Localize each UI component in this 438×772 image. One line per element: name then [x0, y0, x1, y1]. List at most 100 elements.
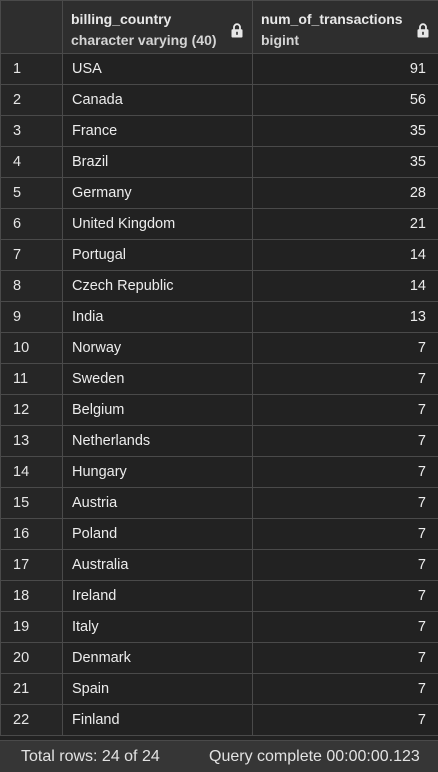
num-of-transactions-cell[interactable]: 7 [253, 457, 438, 488]
billing-country-cell[interactable]: USA [63, 54, 253, 85]
row-number-cell[interactable]: 8 [1, 271, 63, 302]
billing-country-cell[interactable]: Denmark [63, 643, 253, 674]
row-number-cell[interactable]: 21 [1, 674, 63, 705]
billing-country-cell[interactable]: Ireland [63, 581, 253, 612]
results-grid[interactable]: billing_country character varying (40) n… [0, 0, 438, 740]
billing-country-cell[interactable]: Finland [63, 705, 253, 736]
num-of-transactions-cell[interactable]: 7 [253, 488, 438, 519]
billing-country-cell[interactable]: Portugal [63, 240, 253, 271]
billing-country-cell[interactable]: Brazil [63, 147, 253, 178]
column-header-billing-country[interactable]: billing_country character varying (40) [63, 1, 253, 54]
row-number-cell[interactable]: 14 [1, 457, 63, 488]
column-type: bigint [261, 32, 299, 48]
billing-country-cell[interactable]: Poland [63, 519, 253, 550]
row-number-cell[interactable]: 3 [1, 116, 63, 147]
num-of-transactions-cell[interactable]: 7 [253, 674, 438, 705]
num-of-transactions-cell[interactable]: 7 [253, 519, 438, 550]
num-of-transactions-cell[interactable]: 13 [253, 302, 438, 333]
billing-country-cell[interactable]: Germany [63, 178, 253, 209]
num-of-transactions-cell[interactable]: 14 [253, 271, 438, 302]
billing-country-cell[interactable]: Australia [63, 550, 253, 581]
billing-country-cell[interactable]: Czech Republic [63, 271, 253, 302]
num-of-transactions-cell[interactable]: 56 [253, 85, 438, 116]
num-of-transactions-cell[interactable]: 7 [253, 612, 438, 643]
billing-country-cell[interactable]: Spain [63, 674, 253, 705]
row-number-header[interactable] [1, 1, 63, 54]
num-of-transactions-cell[interactable]: 91 [253, 54, 438, 85]
column-name: num_of_transactions [261, 11, 403, 27]
row-number-cell[interactable]: 5 [1, 178, 63, 209]
row-number-cell[interactable]: 16 [1, 519, 63, 550]
billing-country-cell[interactable]: India [63, 302, 253, 333]
num-of-transactions-cell[interactable]: 14 [253, 240, 438, 271]
billing-country-cell[interactable]: Austria [63, 488, 253, 519]
row-number-cell[interactable]: 22 [1, 705, 63, 736]
row-number-cell[interactable]: 13 [1, 426, 63, 457]
billing-country-cell[interactable]: Belgium [63, 395, 253, 426]
row-number-cell[interactable]: 2 [1, 85, 63, 116]
row-number-cell[interactable]: 6 [1, 209, 63, 240]
status-bar: Total rows: 24 of 24 Query complete 00:0… [0, 740, 438, 772]
row-number-cell[interactable]: 15 [1, 488, 63, 519]
row-number-cell[interactable]: 20 [1, 643, 63, 674]
num-of-transactions-cell[interactable]: 28 [253, 178, 438, 209]
billing-country-cell[interactable]: Netherlands [63, 426, 253, 457]
billing-country-cell[interactable]: France [63, 116, 253, 147]
num-of-transactions-cell[interactable]: 21 [253, 209, 438, 240]
total-rows-label: Total rows: 24 of 24 [21, 748, 160, 766]
billing-country-cell[interactable]: Norway [63, 333, 253, 364]
row-number-cell[interactable]: 10 [1, 333, 63, 364]
num-of-transactions-cell[interactable]: 7 [253, 705, 438, 736]
row-number-cell[interactable]: 4 [1, 147, 63, 178]
billing-country-cell[interactable]: United Kingdom [63, 209, 253, 240]
lock-icon [231, 23, 243, 38]
num-of-transactions-cell[interactable]: 7 [253, 581, 438, 612]
num-of-transactions-cell[interactable]: 7 [253, 643, 438, 674]
query-status-label: Query complete 00:00:00.123 [209, 748, 420, 766]
row-number-cell[interactable]: 1 [1, 54, 63, 85]
row-number-cell[interactable]: 18 [1, 581, 63, 612]
column-header-num-of-transactions[interactable]: num_of_transactions bigint [253, 1, 438, 54]
num-of-transactions-cell[interactable]: 7 [253, 333, 438, 364]
row-number-cell[interactable]: 19 [1, 612, 63, 643]
row-number-cell[interactable]: 17 [1, 550, 63, 581]
num-of-transactions-cell[interactable]: 7 [253, 550, 438, 581]
billing-country-cell[interactable]: Canada [63, 85, 253, 116]
num-of-transactions-cell[interactable]: 7 [253, 364, 438, 395]
column-type: character varying (40) [71, 32, 217, 48]
row-number-cell[interactable]: 7 [1, 240, 63, 271]
num-of-transactions-cell[interactable]: 7 [253, 395, 438, 426]
billing-country-cell[interactable]: Hungary [63, 457, 253, 488]
num-of-transactions-cell[interactable]: 35 [253, 116, 438, 147]
num-of-transactions-cell[interactable]: 35 [253, 147, 438, 178]
num-of-transactions-cell[interactable]: 7 [253, 426, 438, 457]
billing-country-cell[interactable]: Italy [63, 612, 253, 643]
row-number-cell[interactable]: 11 [1, 364, 63, 395]
billing-country-cell[interactable]: Sweden [63, 364, 253, 395]
row-number-cell[interactable]: 9 [1, 302, 63, 333]
row-number-cell[interactable]: 12 [1, 395, 63, 426]
